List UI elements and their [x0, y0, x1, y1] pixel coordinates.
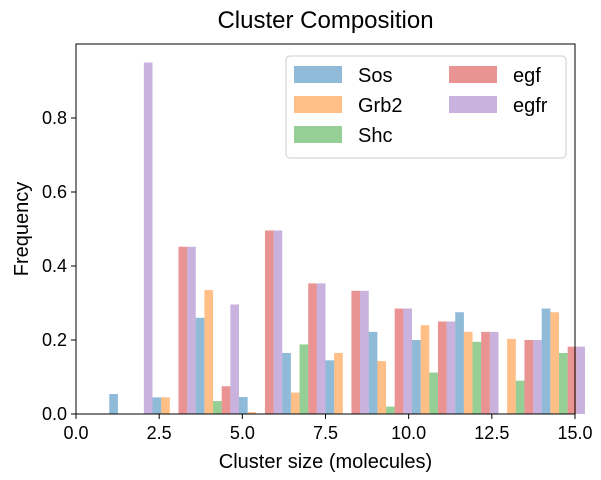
legend: Sos Grb2 Shc egf egfr	[285, 55, 567, 159]
bar-sos-bin-6	[368, 331, 378, 414]
bars-layer	[109, 62, 585, 414]
bar-egfr-bin-5	[360, 290, 369, 414]
bar-egf-bin-9	[524, 340, 534, 414]
x-tick-label: 0.0	[63, 423, 88, 443]
legend-swatch-grb2	[294, 96, 342, 113]
bar-egfr-bin-2	[230, 304, 240, 414]
bar-egf-bin-3	[264, 230, 274, 414]
bar-shc-bin-10	[559, 352, 568, 414]
bar-shc-bin-9	[515, 380, 525, 414]
bar-grb2-bin-8	[463, 331, 473, 414]
bar-egfr-bin-9	[533, 340, 542, 414]
bar-shc-bin-4	[299, 344, 309, 414]
legend-swatch-egf	[449, 66, 497, 83]
legend-label-shc: Shc	[358, 125, 392, 147]
ticks-layer: 0.0 2.5 5.0 7.5 10.0 12.5 15.0 0.0 0.2 0.4 0.6 0.8	[42, 108, 593, 443]
bar-grb2-bin-1	[161, 397, 170, 414]
bar-egf-bin-6	[394, 308, 404, 414]
bar-sos-bin-4	[282, 352, 291, 414]
bar-grb2-bin-7	[420, 325, 430, 414]
bar-egf-bin-7	[437, 321, 447, 414]
bar-egfr-bin-3	[273, 230, 283, 414]
x-tick-label: 10.0	[391, 423, 426, 443]
x-axis-label: Cluster size (molecules)	[219, 451, 432, 473]
bar-egfr-bin-4	[316, 283, 326, 414]
bar-sos-bin-10	[541, 308, 551, 414]
chart-title: Cluster Composition	[217, 7, 433, 34]
bar-egfr-bin-8	[489, 331, 499, 414]
bar-sos-bin-3	[239, 396, 248, 414]
bar-egf-bin-2	[221, 386, 231, 414]
y-tick-label: 0.4	[42, 256, 67, 276]
legend-swatch-shc	[294, 126, 342, 143]
bar-egfr-bin-10	[576, 346, 585, 414]
bar-egf-bin-1	[178, 246, 188, 414]
bar-sos-bin-0	[109, 394, 118, 414]
bar-egf-bin-10	[567, 346, 577, 414]
bar-grb2-bin-10	[550, 312, 560, 414]
bar-shc-bin-7	[429, 372, 438, 414]
legend-label-sos: Sos	[358, 65, 392, 87]
y-axis-label: Frequency	[11, 182, 33, 277]
bar-grb2-bin-4	[290, 392, 300, 414]
y-tick-label: 0.2	[42, 330, 67, 350]
x-tick-label: 5.0	[230, 423, 255, 443]
legend-swatch-sos	[294, 66, 342, 83]
bar-shc-bin-6	[386, 406, 395, 414]
legend-swatch-egfr	[449, 96, 497, 113]
bar-egf-bin-4	[308, 283, 317, 414]
bar-sos-bin-5	[325, 360, 335, 414]
legend-label-egfr: egfr	[513, 95, 548, 117]
bar-sos-bin-7	[411, 340, 421, 414]
legend-label-grb2: Grb2	[358, 95, 402, 117]
bar-grb2-bin-3	[247, 412, 257, 414]
bar-sos-bin-8	[455, 312, 464, 414]
bar-egf-bin-8	[481, 331, 490, 414]
bar-grb2-bin-6	[377, 361, 387, 414]
bar-grb2-bin-5	[334, 352, 343, 414]
x-tick-label: 7.5	[313, 423, 338, 443]
y-tick-label: 0.6	[42, 182, 67, 202]
y-tick-label: 0.0	[42, 404, 67, 424]
y-tick-label: 0.8	[42, 108, 67, 128]
bar-egfr-bin-1	[187, 246, 196, 414]
bar-egfr-bin-0	[143, 62, 153, 414]
bar-shc-bin-8	[472, 341, 482, 414]
bar-egf-bin-5	[351, 290, 361, 414]
x-tick-label: 15.0	[557, 423, 592, 443]
bar-grb2-bin-2	[204, 290, 214, 414]
bar-egfr-bin-7	[446, 321, 456, 414]
legend-label-egf: egf	[513, 65, 541, 87]
bar-grb2-bin-9	[507, 338, 516, 414]
bar-egfr-bin-6	[403, 308, 412, 414]
bar-sos-bin-1	[152, 397, 162, 414]
bar-sos-bin-2	[195, 317, 205, 414]
bar-shc-bin-2	[213, 401, 222, 414]
x-tick-label: 12.5	[474, 423, 509, 443]
x-tick-label: 2.5	[147, 423, 172, 443]
